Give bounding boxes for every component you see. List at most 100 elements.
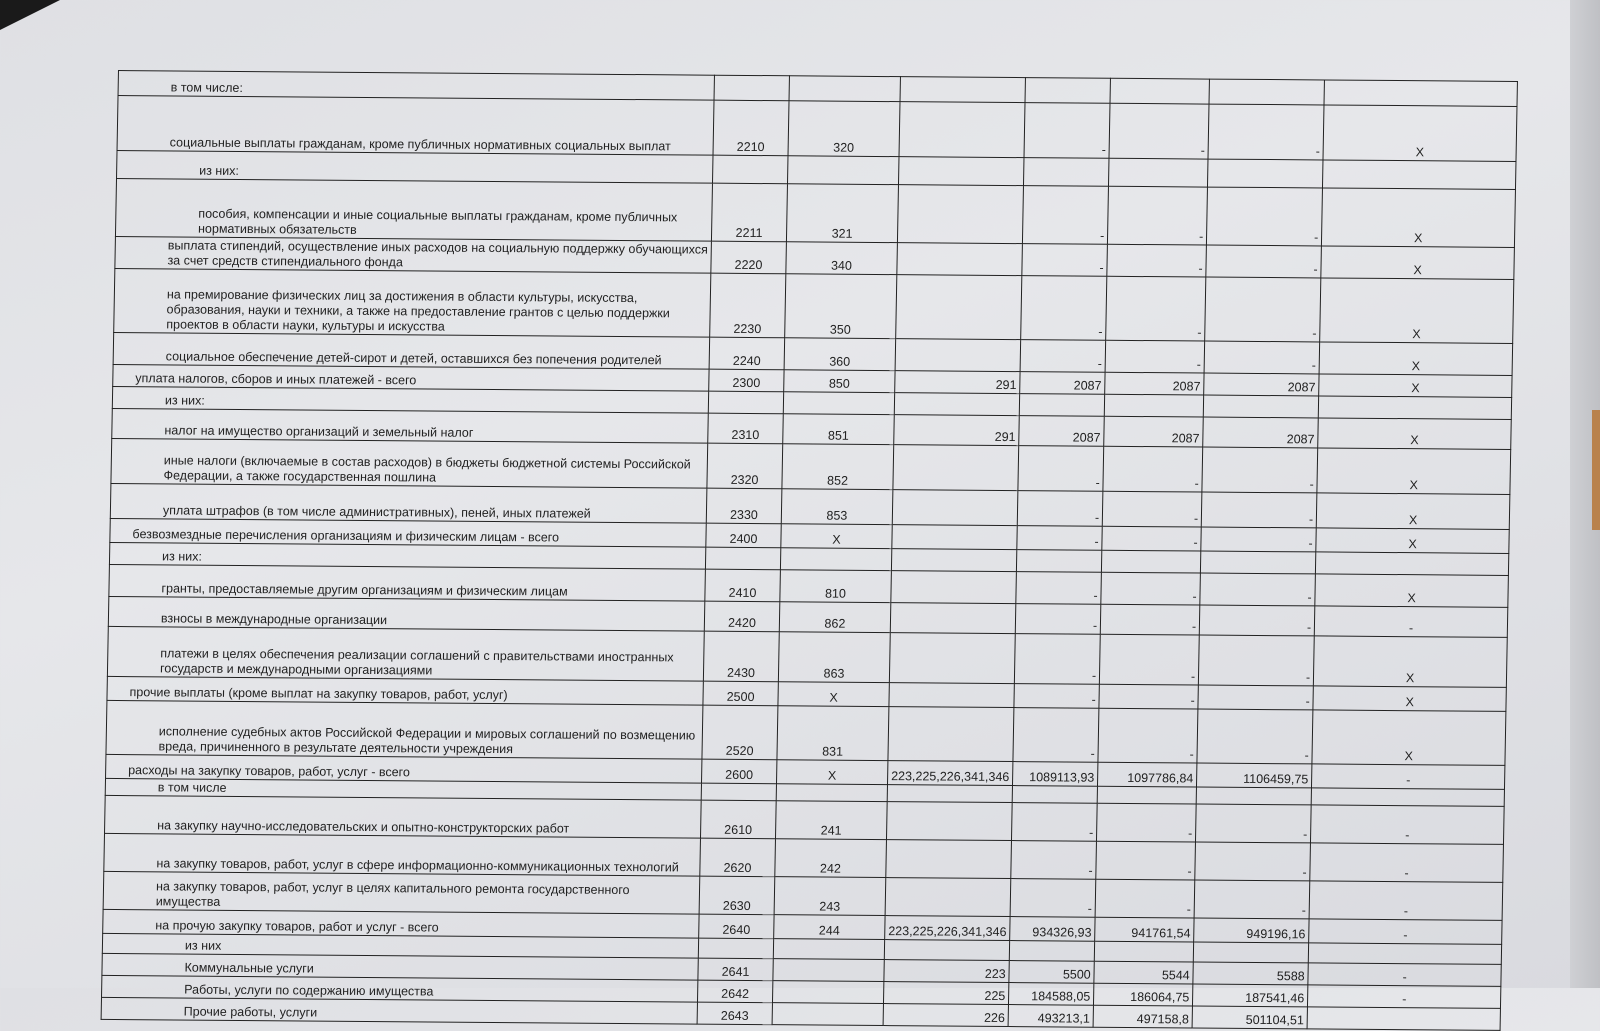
cell-kbk [772, 980, 884, 1004]
cell-c4 [885, 839, 1012, 879]
cell-kbk [783, 391, 895, 415]
cell-c5: - [1015, 603, 1101, 635]
cell-kbk [772, 958, 885, 982]
cell-c6: - [1107, 244, 1207, 278]
cell-code: 2641 [697, 958, 774, 981]
cell-c5: - [1013, 707, 1100, 763]
cell-c7: 1106459,75 [1196, 762, 1313, 788]
cell-c4: 291 [894, 370, 1021, 394]
cell-c6: - [1102, 491, 1203, 528]
cell-code: 2320 [706, 443, 783, 489]
cell-name: из них: [116, 150, 714, 184]
cell-c6: - [1107, 186, 1208, 246]
cell-c4 [899, 101, 1026, 158]
cell-kbk [772, 1002, 884, 1026]
cell-c6: - [1100, 572, 1201, 606]
cell-kbk: 340 [785, 241, 898, 275]
cell-c8: - [1310, 804, 1505, 845]
cell-kbk [773, 938, 885, 960]
cell-c8: - [1309, 880, 1503, 921]
cell-code: 2300 [708, 369, 785, 392]
cell-c4 [898, 156, 1025, 186]
cell-c5 [1016, 549, 1102, 573]
cell-c5: - [1022, 185, 1109, 245]
cell-c5: - [1024, 102, 1111, 159]
cell-c8: X [1313, 685, 1507, 712]
cell-c4 [889, 632, 1016, 684]
cell-c7: - [1195, 803, 1312, 843]
cell-kbk: 350 [784, 273, 897, 339]
cell-c6: - [1099, 634, 1200, 686]
cell-c7: - [1198, 685, 1314, 710]
cell-code: 2430 [703, 631, 780, 682]
cell-kbk: 360 [784, 337, 896, 371]
cell-code: 2400 [705, 523, 782, 548]
cell-name: социальное обеспечение детей-сирот и дет… [113, 332, 710, 370]
cell-c5: - [1015, 571, 1102, 605]
cell-c7: - [1204, 277, 1321, 342]
cell-code: 2610 [700, 800, 777, 839]
cell-c5: - [1020, 275, 1108, 341]
cell-c4 [887, 784, 1013, 803]
cell-c8 [1308, 942, 1502, 965]
cell-c6: 941761,54 [1094, 917, 1195, 942]
cell-kbk: 863 [778, 631, 891, 683]
cell-c6 [1104, 394, 1204, 418]
cell-c7: 187541,46 [1192, 983, 1309, 1007]
cell-c8: X [1317, 447, 1511, 495]
cell-c6: 1097786,84 [1097, 762, 1198, 787]
cell-code [698, 938, 774, 959]
cell-name: уплата штрафов (в том числе администрати… [110, 483, 707, 524]
cell-c8: X [1320, 245, 1515, 280]
cell-c4 [895, 338, 1021, 372]
cell-kbk [776, 783, 888, 802]
cell-c6 [1110, 78, 1210, 105]
cell-kbk: X [777, 681, 890, 707]
cell-c8: X [1319, 341, 1513, 376]
cell-kbk: 321 [786, 183, 899, 243]
cell-c7: - [1197, 709, 1314, 764]
cell-kbk: X [776, 759, 888, 785]
cell-c6: 5544 [1094, 961, 1194, 984]
cell-kbk: 862 [779, 601, 891, 633]
cell-c5: 184588,05 [1008, 982, 1095, 1006]
cell-c8: X [1323, 104, 1518, 162]
cell-c7: - [1199, 605, 1315, 636]
cell-c6: - [1103, 446, 1203, 493]
cell-c8: - [1309, 842, 1504, 883]
cell-code: 2210 [713, 100, 790, 156]
cell-kbk [787, 155, 900, 185]
cell-c4 [895, 274, 1023, 340]
cell-name: на закупку научно-исследовательских и оп… [104, 795, 702, 839]
cell-c7: - [1202, 447, 1318, 493]
cell-name: налог на имущество организаций и земельн… [111, 408, 709, 444]
cell-c6: - [1096, 803, 1197, 842]
cell-c6 [1094, 941, 1194, 962]
cell-c6 [1097, 786, 1197, 804]
cell-code: 2620 [699, 838, 776, 877]
cell-name: выплата стипендий, осуществление иных ра… [114, 236, 712, 274]
cell-c7: - [1206, 187, 1323, 246]
cell-c6 [1108, 158, 1209, 188]
cell-c6: - [1095, 879, 1195, 918]
cell-c5 [1009, 940, 1095, 962]
cell-c8: X [1317, 417, 1512, 450]
cell-c5: - [1014, 633, 1101, 685]
cell-c5: - [1011, 802, 1098, 842]
cell-c5: 934326,93 [1009, 916, 1096, 942]
cell-code: 2211 [711, 183, 788, 242]
cell-c5: - [1022, 243, 1108, 277]
cell-c8: - [1308, 918, 1503, 945]
cell-c4 [890, 570, 1017, 604]
cell-c6 [1101, 550, 1201, 574]
cell-c7: - [1194, 841, 1311, 881]
cell-c8: X [1312, 709, 1507, 766]
cell-c4 [897, 184, 1024, 244]
cell-name: гранты, предоставляемые другим организац… [108, 564, 706, 602]
cell-code: 2600 [701, 759, 777, 784]
table-row: пособия, компенсации и иные социальные в… [115, 178, 1516, 248]
cell-code: 2642 [697, 980, 773, 1003]
cell-code: 2310 [707, 413, 784, 444]
cell-c7: - [1194, 879, 1310, 919]
cell-c5: - [1017, 490, 1104, 527]
